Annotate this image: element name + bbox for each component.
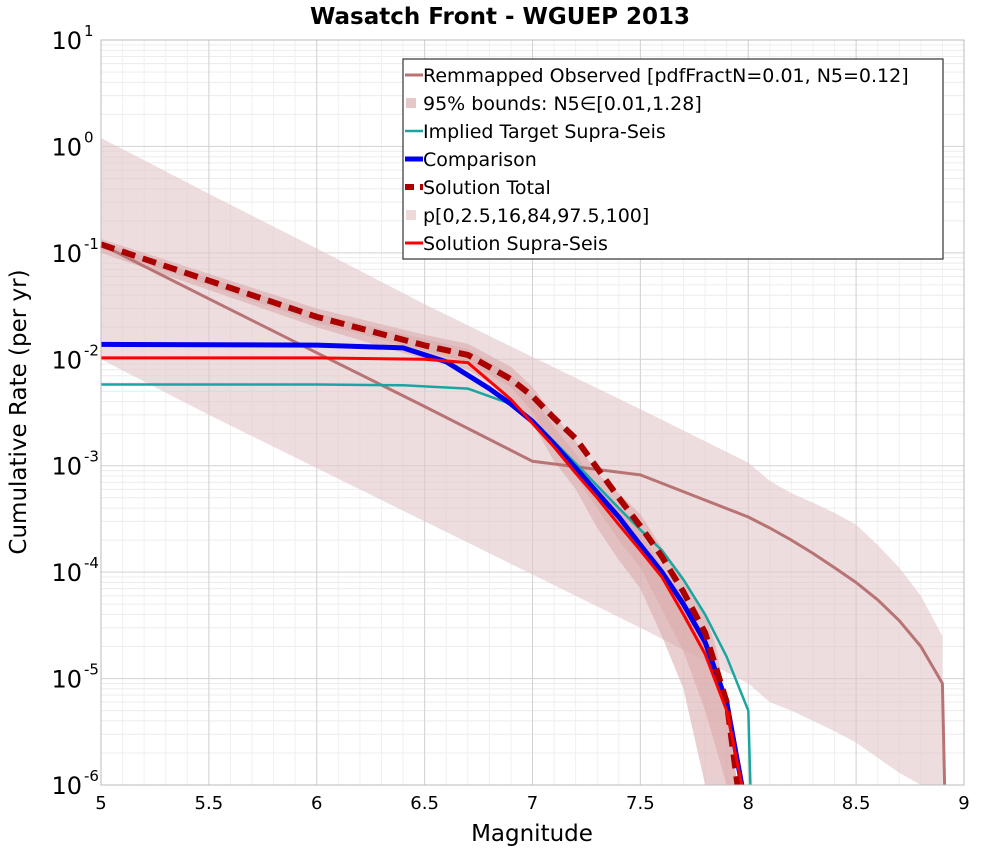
y-tick-label: 10 -6	[51, 767, 99, 800]
x-tick-label: 7.5	[626, 793, 655, 814]
y-tick-label: 10 1	[51, 22, 93, 55]
legend-swatch	[406, 98, 416, 108]
y-tick-base: 10	[51, 666, 82, 694]
y-tick-base: 10	[51, 559, 82, 587]
x-tick-labels: 5 5.5 6 6.5 7 7.5 8 8.5 9	[95, 793, 969, 814]
y-tick-exponent: -2	[84, 341, 99, 359]
x-axis-label: Magnitude	[471, 821, 593, 847]
series-line-2	[100, 341, 745, 786]
legend-entry: Remmapped Observed [pdfFractN=0.01, N5=0…	[405, 65, 909, 87]
y-tick-exponent: -4	[84, 554, 99, 572]
legend-label: p[0,2.5,16,84,97.5,100]	[423, 205, 649, 227]
plot-frame	[100, 39, 965, 786]
y-tick-base: 10	[51, 27, 82, 55]
y-axis-label: Cumulative Rate (per yr)	[6, 269, 32, 554]
x-tick-label: 5.5	[195, 793, 224, 814]
series-line-0	[100, 243, 947, 786]
y-tick-base: 10	[51, 453, 82, 481]
legend-entry: p[0,2.5,16,84,97.5,100]	[406, 205, 649, 227]
y-tick-exponent: -3	[84, 448, 99, 466]
y-tick-base: 10	[51, 346, 82, 374]
y-tick-label: 10 -3	[51, 448, 99, 481]
y-tick-base: 10	[51, 133, 82, 161]
legend-entry: Implied Target Supra-Seis	[405, 121, 666, 143]
y-tick-base: 10	[51, 240, 82, 268]
x-tick-label: 8.5	[842, 793, 871, 814]
chart-title: Wasatch Front - WGUEP 2013	[310, 4, 690, 30]
legend-label: Implied Target Supra-Seis	[423, 121, 666, 143]
y-tick-label: 10 0	[51, 128, 93, 161]
series-line-3	[100, 241, 741, 786]
legend-label: Comparison	[423, 149, 537, 171]
series-line-1	[101, 383, 752, 786]
band-0	[101, 138, 943, 785]
series-lines	[100, 241, 947, 786]
y-tick-exponent: -1	[84, 235, 99, 253]
legend-entry: 95% bounds: N5∈[0.01,1.28]	[406, 93, 702, 115]
legend-entry: Solution Total	[405, 177, 551, 199]
x-tick-label: 6.5	[410, 793, 439, 814]
series-line-4	[101, 356, 744, 786]
y-tick-label: 10 -5	[51, 661, 99, 694]
legend-entry: Solution Supra-Seis	[405, 233, 608, 255]
legend-label: Solution Total	[423, 177, 551, 199]
legend-box	[402, 58, 944, 260]
y-tick-base: 10	[51, 772, 82, 800]
x-tick-label: 8	[743, 793, 754, 814]
y-tick-exponent: 1	[84, 22, 94, 40]
x-tick-label: 6	[311, 793, 322, 814]
x-tick-label: 5	[95, 793, 106, 814]
legend-label: Remmapped Observed [pdfFractN=0.01, N5=0…	[423, 65, 909, 87]
y-tick-label: 10 -2	[51, 341, 99, 374]
y-tick-label: 10 -1	[51, 235, 99, 268]
x-tick-label: 9	[958, 793, 969, 814]
x-tick-label: 7	[527, 793, 538, 814]
legend-label: Solution Supra-Seis	[423, 233, 608, 255]
legend-swatch	[406, 210, 416, 220]
legend-label: 95% bounds: N5∈[0.01,1.28]	[423, 93, 702, 115]
y-tick-exponent: -5	[84, 661, 99, 679]
legend-entry: Comparison	[405, 149, 537, 171]
y-tick-label: 10 -4	[51, 554, 99, 587]
y-tick-exponent: 0	[84, 128, 94, 146]
y-tick-exponent: -6	[84, 767, 99, 785]
legend: Remmapped Observed [pdfFractN=0.01, N5=0…	[402, 58, 944, 260]
